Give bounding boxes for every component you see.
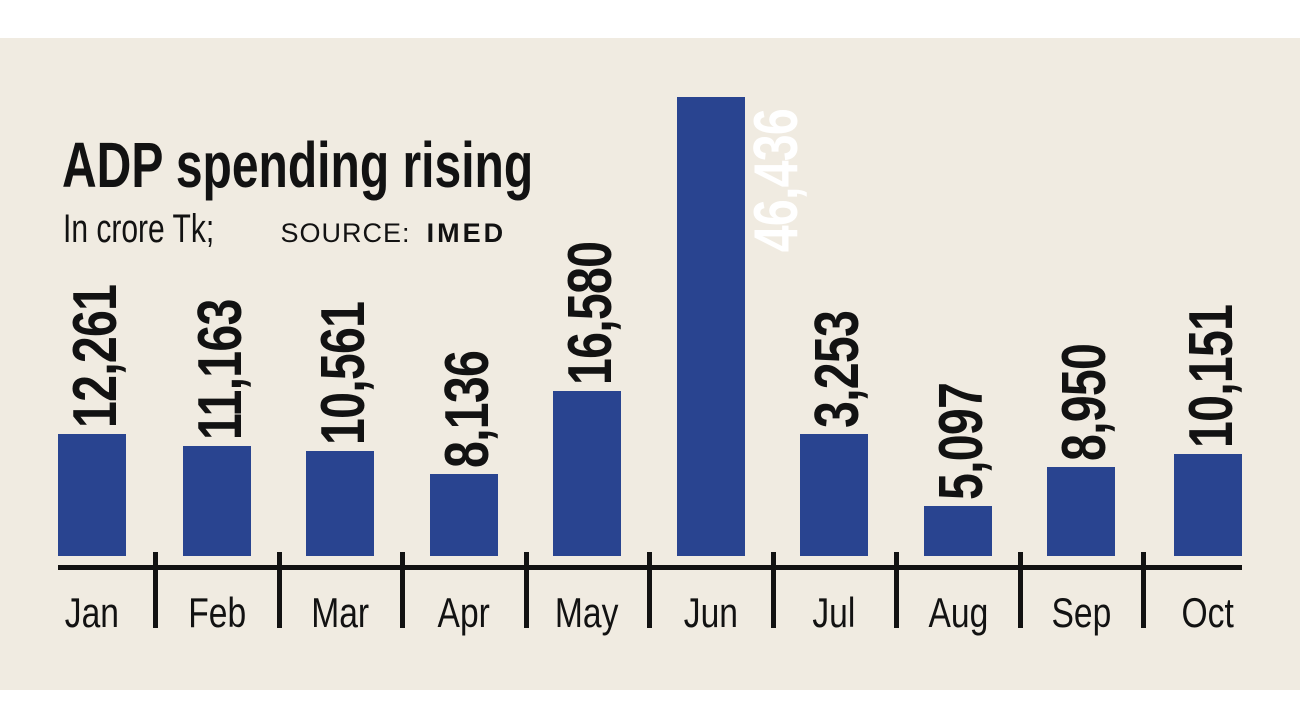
bar-feb <box>183 446 251 556</box>
axis-tick <box>400 552 405 628</box>
value-label-jan: 12,261 <box>61 284 130 428</box>
axis-tick <box>1018 552 1023 628</box>
value-label-sep: 8,950 <box>1050 343 1119 461</box>
axis-tick <box>153 552 158 628</box>
month-label-jan: Jan <box>64 589 120 636</box>
month-label-may: May <box>555 589 619 636</box>
axis-tick <box>647 552 652 628</box>
bar-jan <box>58 434 126 556</box>
value-label-apr: 8,136 <box>433 350 502 468</box>
bar-oct <box>1174 454 1242 556</box>
axis-tick <box>277 552 282 628</box>
value-label-oct: 10,151 <box>1177 304 1246 448</box>
month-label-aug: Aug <box>928 589 988 636</box>
value-label-mar: 10,561 <box>309 301 378 445</box>
value-label-jun: 46,436 <box>742 109 811 253</box>
chart-title: ADP spending rising <box>62 133 690 197</box>
chart-panel: ADP spending rising In crore Tk; SOURCE:… <box>0 38 1300 690</box>
chart-title-text: ADP spending rising <box>62 129 534 201</box>
axis-tick <box>894 552 899 628</box>
month-label-jul: Jul <box>812 589 856 636</box>
value-label-may: 16,580 <box>556 241 625 385</box>
month-label-oct: Oct <box>1181 589 1235 636</box>
month-label-mar: Mar <box>311 589 369 636</box>
bar-mar <box>306 451 374 556</box>
bar-jun <box>677 97 745 556</box>
axis-tick <box>771 552 776 628</box>
bar-may <box>553 391 621 556</box>
month-label-sep: Sep <box>1051 589 1111 636</box>
bar-aug <box>924 506 992 556</box>
axis-tick <box>524 552 529 628</box>
value-label-jul: 3,253 <box>803 310 872 428</box>
source-label: SOURCE: <box>280 218 411 248</box>
axis-tick <box>1141 552 1146 628</box>
bar-sep <box>1047 467 1115 556</box>
chart-subtitle: In crore Tk; SOURCE: IMED <box>63 205 506 253</box>
month-label-feb: Feb <box>188 589 246 636</box>
unit-label: In crore Tk; <box>63 207 215 251</box>
source-value: IMED <box>426 218 507 248</box>
value-label-aug: 5,097 <box>927 382 996 500</box>
month-label-jun: Jun <box>683 589 739 636</box>
bar-apr <box>430 474 498 556</box>
month-label-apr: Apr <box>437 589 491 636</box>
value-label-feb: 11,163 <box>186 299 255 440</box>
bar-jul <box>800 434 868 556</box>
